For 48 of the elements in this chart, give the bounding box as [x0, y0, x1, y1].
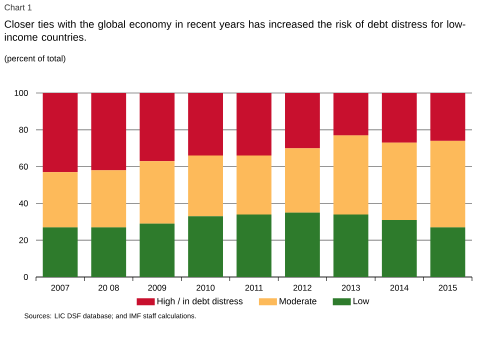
- bar: [188, 216, 223, 277]
- x-tick-label: 2014: [390, 284, 409, 291]
- bar: [42, 227, 78, 277]
- bar: [140, 93, 175, 162]
- bar: [430, 227, 466, 277]
- bar: [285, 93, 320, 148]
- x-tick-label: 2011: [245, 284, 263, 291]
- x-tick-label: 20 08: [98, 284, 119, 291]
- y-tick-label: 80: [19, 126, 28, 133]
- x-tick-label: 2012: [293, 284, 312, 291]
- legend-label: High / in debt distress: [157, 298, 243, 306]
- x-tick-label: 2010: [196, 284, 215, 291]
- bar: [236, 93, 272, 156]
- bar: [91, 227, 126, 277]
- y-tick-label: 60: [19, 164, 28, 170]
- y-tick-label: 0: [24, 274, 28, 280]
- bar: [42, 93, 78, 172]
- bar: [382, 142, 417, 220]
- bar: [382, 220, 417, 277]
- legend-label: Low: [354, 298, 370, 304]
- bar: [333, 93, 368, 136]
- bar: [285, 212, 320, 277]
- bar: [333, 214, 368, 277]
- bar: [333, 135, 368, 214]
- y-tick-label: 100: [14, 90, 28, 96]
- bar: [188, 93, 223, 156]
- bar: [91, 93, 126, 170]
- x-tick-label: 2013: [342, 284, 360, 291]
- bar: [236, 214, 272, 277]
- bar: [91, 170, 126, 228]
- bar: [42, 172, 78, 228]
- y-tick-label: 20: [19, 237, 28, 244]
- chart-subtitle: Closer ties with the global economy in recent years has increased the risk of debt distress for low-income countries.: [4, 20, 466, 41]
- x-tick-label: 2009: [148, 284, 166, 291]
- bar: [430, 93, 466, 141]
- chart-title: Chart 1: [4, 4, 32, 10]
- x-tick-label: 2015: [438, 284, 457, 291]
- bar: [430, 140, 466, 228]
- bar: [236, 156, 272, 214]
- bar: [140, 224, 175, 277]
- bar: [188, 156, 223, 216]
- y-tick-label: 40: [19, 200, 28, 206]
- bar: [382, 93, 417, 143]
- bar: [285, 148, 320, 213]
- x-tick-label: 2007: [51, 284, 70, 291]
- legend-label: Moderate: [280, 298, 316, 304]
- bar: [140, 161, 175, 224]
- y-axis-title: (percent of total): [4, 55, 66, 64]
